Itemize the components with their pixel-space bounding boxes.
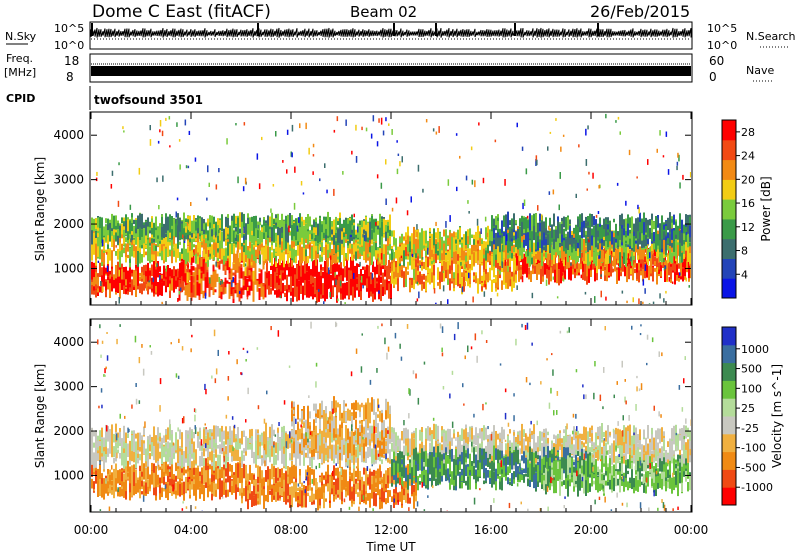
- colorbar-swatch: [722, 380, 736, 399]
- y-tick-label: 1000: [53, 261, 84, 275]
- nave-label: Nave: [746, 64, 774, 77]
- colorbar-tick-label: 1000: [741, 343, 769, 356]
- colorbar-swatch: [722, 258, 736, 279]
- velocity-colorbar: 1000 500 100 25 -25 -100 -500 -1000: [721, 326, 773, 506]
- velocity-heatmap: [91, 321, 691, 511]
- y-tick-label: 2000: [53, 424, 84, 438]
- colorbar-swatch: [722, 398, 736, 417]
- power-panel: 1000 2000 3000 4000 Slant Range [km] 4 8 12 16…: [33, 111, 773, 306]
- nsky-tick-bottom-right: 10^0: [707, 39, 737, 52]
- time-axis: 00:00 04:00 08:00 12:00 16:00 20:00 00:00: [74, 112, 709, 537]
- colorbar-tick-label: 25: [741, 402, 755, 415]
- cpid-value: twofsound 3501: [94, 93, 203, 107]
- colorbar-tick-label: -25: [741, 422, 759, 435]
- colorbar-swatch: [722, 451, 736, 470]
- velocity-panel: 1000 2000 3000 4000 Slant Range [km] 1000 50…: [33, 318, 784, 513]
- colorbar-swatch: [722, 433, 736, 453]
- colorbar-tick-label: -500: [741, 461, 766, 474]
- nsky-tick-top-right: 10^5: [707, 22, 737, 35]
- colorbar-tick-label: 16: [741, 197, 755, 210]
- colorbar-swatch: [722, 218, 736, 240]
- colorbar-swatch: [722, 278, 736, 299]
- colorbar-tick-label: 12: [741, 221, 755, 234]
- x-tick-label: 16:00: [474, 523, 509, 537]
- y-tick-label: 4000: [53, 335, 84, 349]
- y-tick-label: 3000: [53, 380, 84, 394]
- x-tick-label: 12:00: [374, 523, 409, 537]
- date-label: 26/Feb/2015: [590, 2, 690, 21]
- beam-label: Beam 02: [350, 3, 417, 21]
- y-tick-label: 3000: [53, 173, 84, 187]
- colorbar-swatch: [722, 344, 736, 364]
- colorbar-tick-label: 500: [741, 363, 762, 376]
- nsearch-label: N.Search: [746, 30, 796, 43]
- power-colorbar: 4 8 12 16 20 24 28: [721, 119, 755, 299]
- station-title: Dome C East (fitACF): [92, 2, 271, 22]
- y-tick-label: 4000: [53, 128, 84, 142]
- colorbar-tick-label: 4: [741, 268, 748, 281]
- x-tick-label: 04:00: [174, 523, 209, 537]
- nave-tick-bottom-right: 0: [709, 70, 717, 84]
- colorbar-tick-label: 8: [741, 245, 748, 258]
- nsky-tick-bottom-left: 10^0: [54, 39, 84, 52]
- colorbar-tick-label: 24: [741, 150, 755, 163]
- nsky-label: N.Sky: [5, 30, 37, 43]
- nsky-panel: N.Sky 10^5 10^0 10^5 10^0 N.Search: [5, 21, 796, 52]
- colorbar-swatch: [722, 179, 736, 200]
- power-y-axis: 1000 2000 3000 4000: [53, 128, 691, 275]
- y-tick-label: 2000: [53, 217, 84, 231]
- colorbar-tick-label: 28: [741, 126, 755, 139]
- cpid-label: CPID: [6, 92, 35, 105]
- x-tick-label: 08:00: [274, 523, 309, 537]
- colorbar-swatch: [722, 487, 736, 506]
- velocity-ylabel: Slant Range [km]: [33, 364, 47, 468]
- nsky-tick-top-left: 10^5: [54, 22, 84, 35]
- freq-label: Freq.: [6, 52, 33, 65]
- colorbar-swatch: [722, 159, 736, 180]
- power-heatmap: [91, 113, 691, 304]
- freq-tick-top-left: 18: [64, 54, 79, 68]
- colorbar-tick-label: 100: [741, 382, 762, 395]
- colorbar-tick-label: -100: [741, 442, 766, 455]
- colorbar-swatch: [722, 139, 736, 161]
- nave-tick-top-right: 60: [709, 54, 724, 68]
- colorbar-swatch: [722, 120, 736, 141]
- colorbar-tick-label: 20: [741, 173, 755, 186]
- power-colorbar-label: Power [dB]: [759, 176, 773, 241]
- colorbar-swatch: [722, 362, 736, 381]
- y-tick-label: 1000: [53, 468, 84, 482]
- x-tick-label: 00:00: [674, 523, 709, 537]
- velocity-y-axis: 1000 2000 3000 4000: [53, 335, 691, 482]
- power-ylabel: Slant Range [km]: [33, 157, 47, 261]
- nsky-trace: [90, 23, 692, 40]
- colorbar-tick-label: -1000: [741, 481, 773, 494]
- time-axis-label: Time UT: [365, 540, 416, 554]
- colorbar-swatch: [722, 238, 736, 259]
- velocity-colorbar-label: Velocity [m s^-1]: [770, 364, 784, 468]
- x-tick-label: 00:00: [74, 523, 109, 537]
- colorbar-swatch: [722, 327, 736, 346]
- nsky-series: [90, 27, 692, 38]
- freq-panel: Freq. [MHz] 18 8 60 0 Nave: [4, 52, 774, 84]
- colorbar-swatch: [722, 469, 736, 488]
- colorbar-swatch: [722, 199, 736, 220]
- x-tick-label: 20:00: [574, 523, 609, 537]
- colorbar-swatch: [722, 416, 736, 435]
- freq-unit: [MHz]: [4, 66, 36, 79]
- freq-trace: [91, 66, 691, 76]
- freq-tick-bottom-left: 8: [66, 70, 74, 84]
